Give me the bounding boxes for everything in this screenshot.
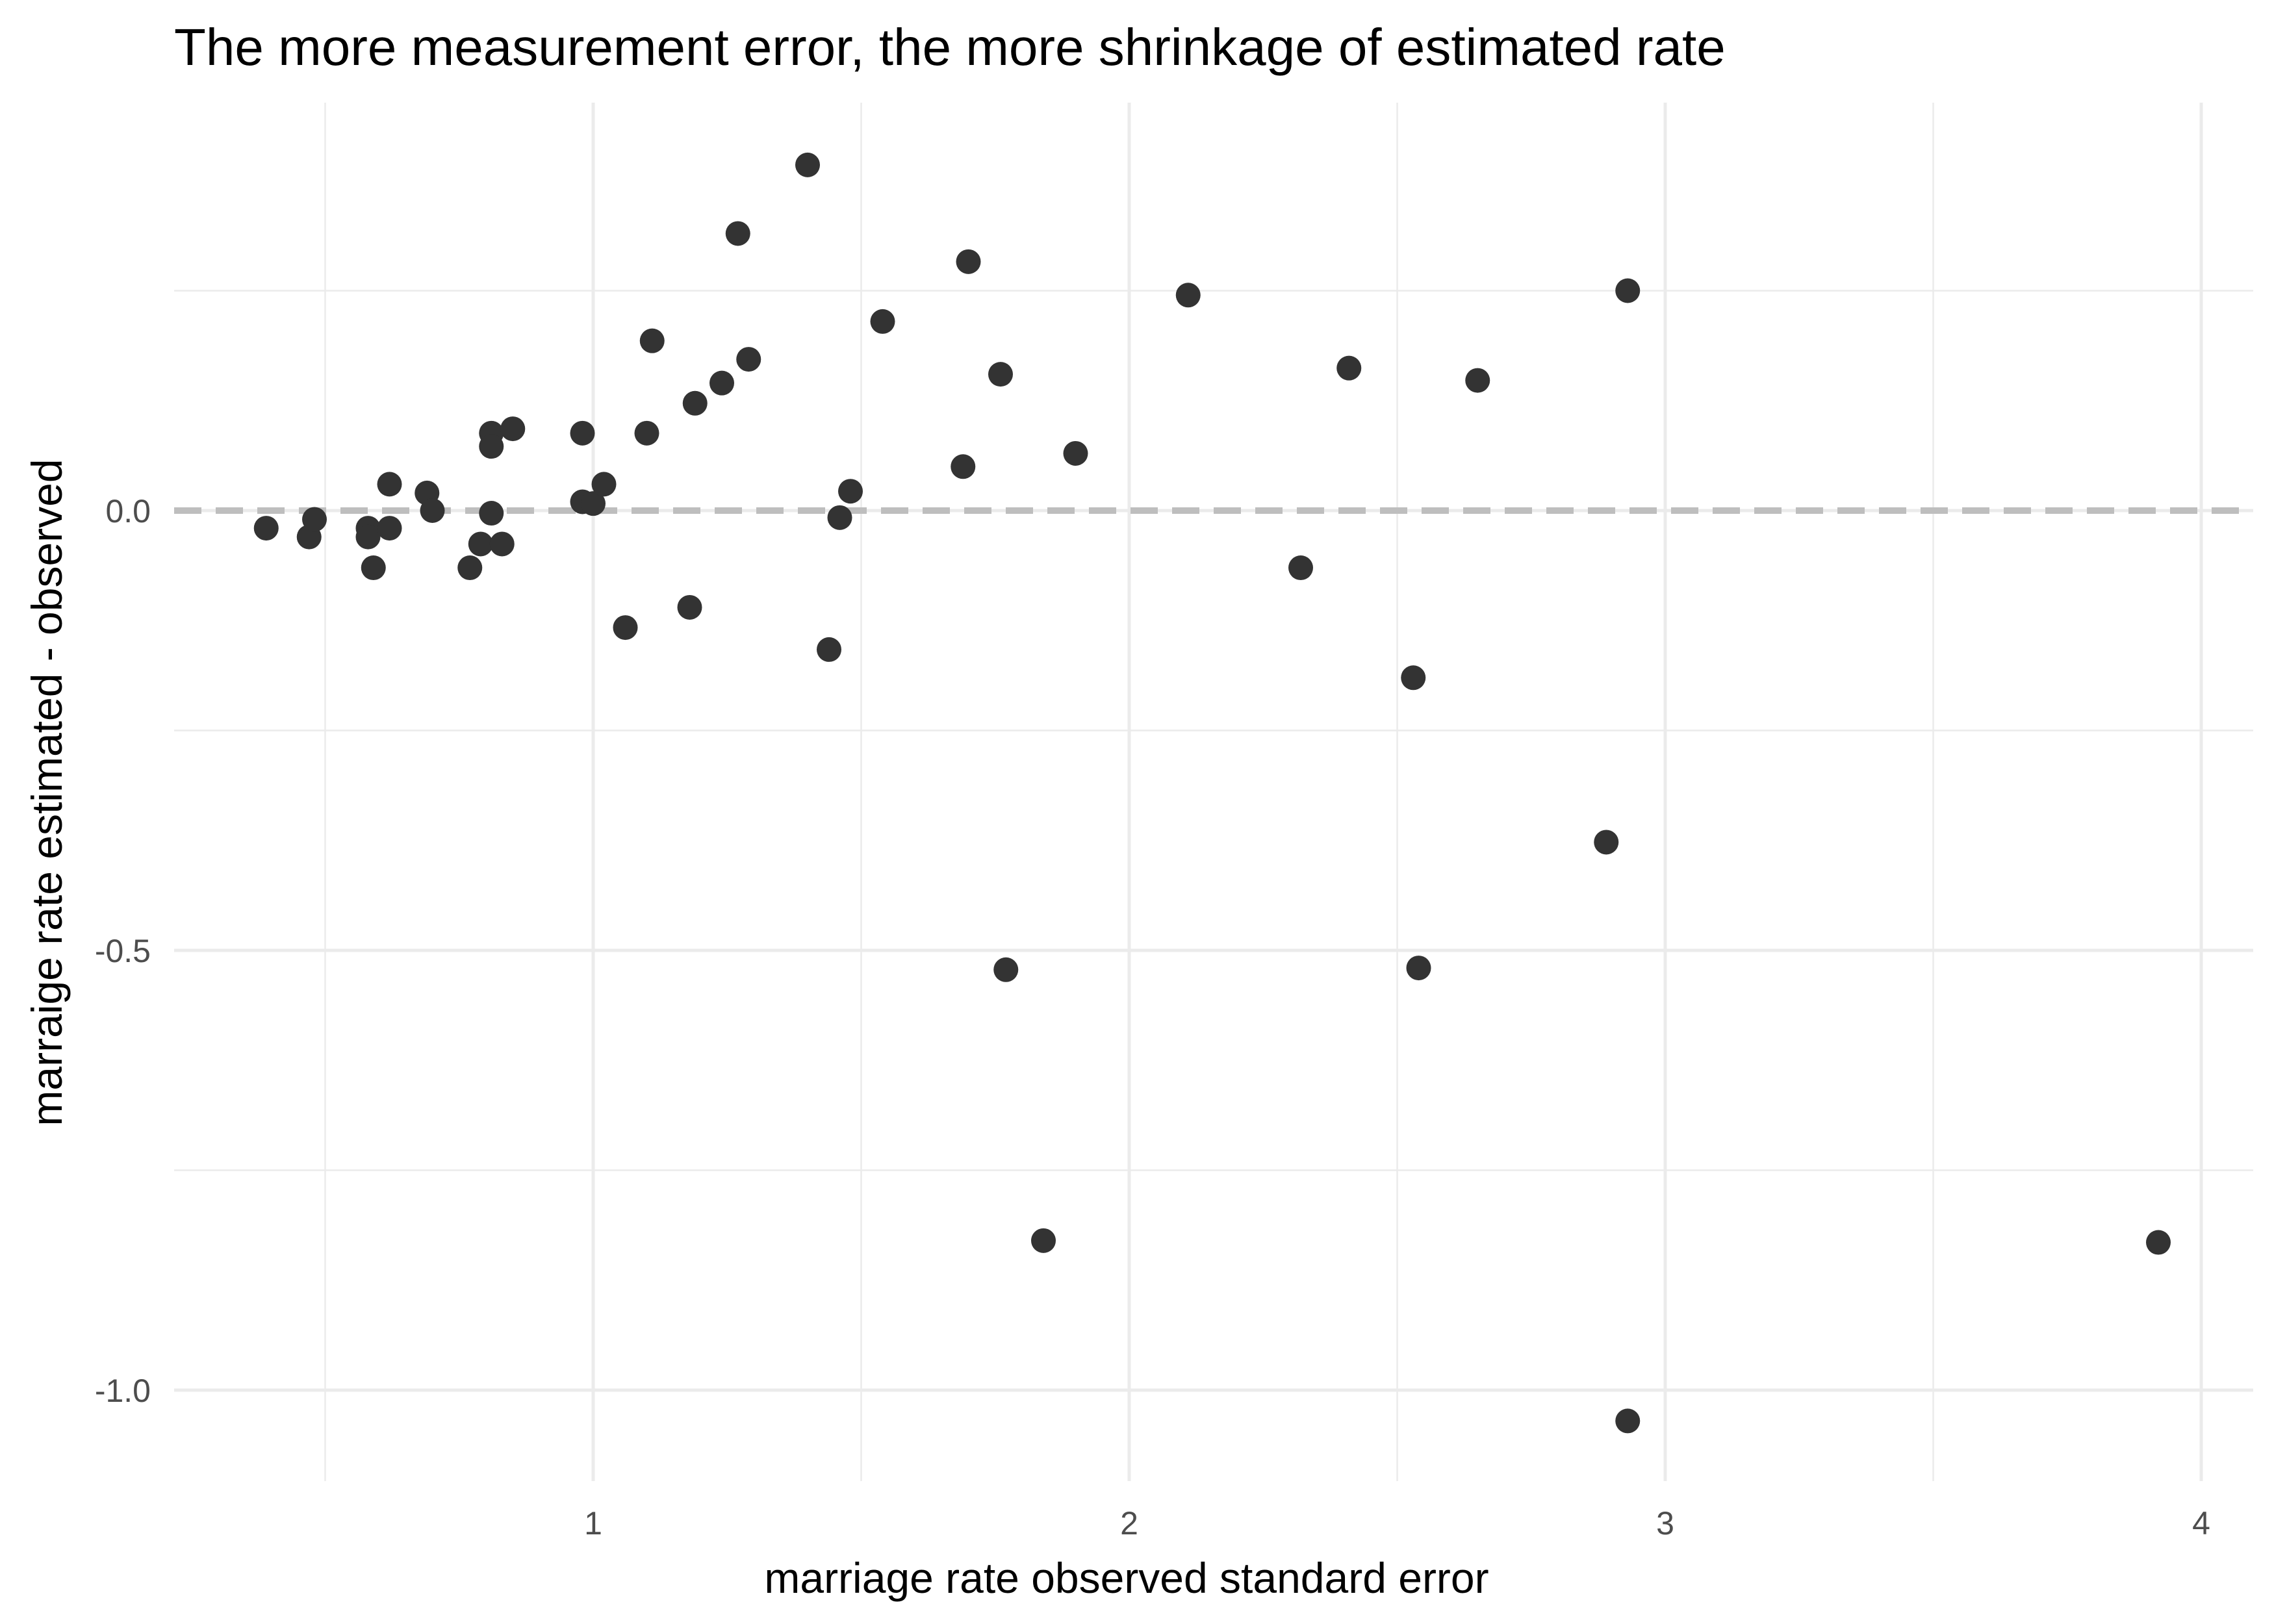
- data-point-49: [1615, 1408, 1641, 1434]
- data-point-14: [479, 434, 504, 459]
- data-point-41: [1175, 283, 1201, 308]
- data-point-11: [457, 555, 483, 581]
- data-point-15: [479, 501, 504, 526]
- data-point-44: [1401, 665, 1426, 691]
- x-axis-title: marriage rate observed standard error: [764, 1554, 1488, 1602]
- data-point-50: [2146, 1230, 2171, 1255]
- data-point-29: [736, 347, 761, 372]
- data-point-36: [956, 249, 981, 274]
- data-point-6: [361, 555, 386, 581]
- data-point-22: [613, 615, 638, 641]
- x-tick-label: 1: [584, 1505, 602, 1542]
- data-point-32: [827, 505, 852, 530]
- data-point-28: [725, 221, 750, 246]
- data-point-45: [1406, 956, 1431, 981]
- data-point-26: [682, 390, 708, 416]
- y-tick-labels: -1.0 -0.5 0.0: [95, 493, 151, 1409]
- data-point-38: [993, 957, 1019, 982]
- data-point-23: [634, 420, 659, 446]
- x-tick-label: 3: [1656, 1505, 1674, 1542]
- data-point-8: [377, 516, 402, 541]
- data-point-47: [1594, 830, 1619, 855]
- data-point-37: [988, 362, 1013, 387]
- data-point-25: [677, 594, 702, 620]
- chart-title: The more measurement error, the more shr…: [174, 18, 1726, 76]
- data-point-40: [1063, 440, 1088, 466]
- data-point-21: [591, 472, 617, 497]
- data-point-46: [1465, 368, 1490, 393]
- data-point-43: [1336, 355, 1362, 381]
- data-point-48: [1615, 278, 1641, 303]
- minor-gridlines: [174, 103, 2253, 1481]
- data-point-30: [795, 152, 820, 177]
- data-point-10: [420, 498, 445, 523]
- data-point-24: [639, 328, 665, 353]
- data-point-7: [377, 472, 402, 497]
- y-tick-label: 0.0: [105, 493, 151, 529]
- data-point-31: [817, 637, 841, 662]
- data-point-5: [355, 524, 381, 550]
- x-tick-label: 4: [2192, 1505, 2210, 1542]
- data-point-1: [253, 516, 279, 541]
- data-point-12: [468, 531, 493, 557]
- data-point-42: [1288, 555, 1313, 581]
- data-point-18: [570, 420, 595, 446]
- data-point-39: [1031, 1228, 1056, 1253]
- y-tick-label: -1.0: [95, 1373, 151, 1409]
- y-axis-title: marraige rate estimated - observed: [23, 459, 71, 1126]
- data-point-34: [870, 309, 895, 334]
- data-point-3: [302, 507, 327, 532]
- data-point-27: [709, 370, 734, 396]
- data-points: [253, 152, 2171, 1434]
- x-tick-label: 2: [1120, 1505, 1138, 1542]
- data-point-33: [838, 479, 863, 504]
- x-tick-labels: 1 2 3 4: [584, 1505, 2210, 1542]
- data-point-35: [951, 454, 976, 479]
- data-point-20: [581, 491, 606, 516]
- y-tick-label: -0.5: [95, 933, 151, 969]
- data-point-16: [489, 531, 515, 557]
- data-point-17: [500, 416, 526, 442]
